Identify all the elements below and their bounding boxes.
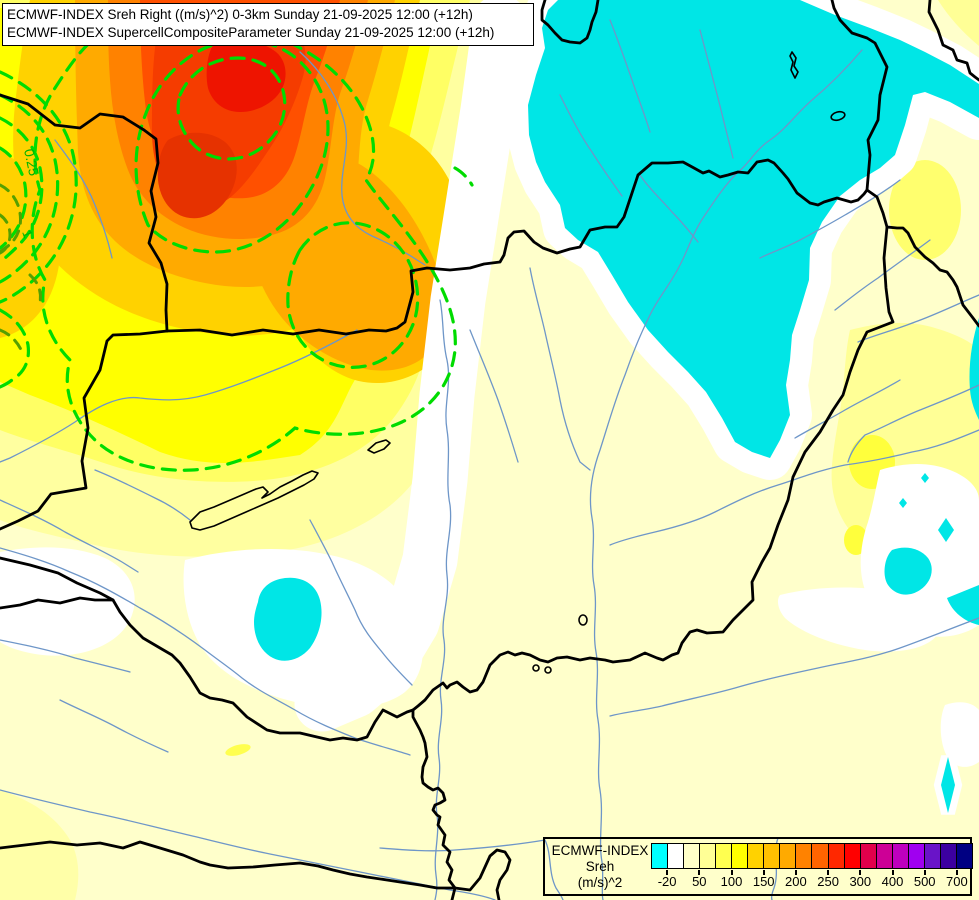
contour-label-025: 0.25 (21, 147, 42, 177)
colorbar-cell (715, 843, 733, 869)
border-austria-hungary (0, 329, 169, 531)
border-slovakia-hungary (165, 158, 869, 337)
colorbar-tick (923, 870, 926, 875)
river-tisza (589, 49, 863, 900)
colorbar-cell (891, 843, 909, 869)
colorbar-cell (763, 843, 781, 869)
colorbar-labels: -20 50 100 150 200 250 300 400 500 700 (651, 870, 973, 892)
negative-sreh-region (528, 0, 979, 458)
colorbar-tick (827, 870, 830, 875)
colorbar-cell (747, 843, 765, 869)
legend-units-label: (m/s)^2 (577, 875, 623, 890)
colorbar-cell (699, 843, 717, 869)
colorbar-cell (827, 843, 845, 869)
border-danube-south (411, 708, 457, 900)
colorbar-cell (779, 843, 797, 869)
colorbar-tick (859, 870, 862, 875)
colorbar-tick (698, 870, 701, 875)
legend-variable-label: Sreh (585, 859, 615, 874)
border-sw-secondary (0, 596, 115, 610)
contour-label-1: 1 (19, 228, 36, 240)
colorbar-tick-label: -20 (657, 874, 677, 889)
colorbar-tick-label: 150 (752, 874, 775, 889)
colorbar-tick (794, 870, 797, 875)
colorbar-cell (795, 843, 813, 869)
colorbar-cells (651, 843, 973, 869)
lake-velence (367, 439, 391, 454)
colorbar-cell (731, 843, 749, 869)
colorbar-tick (891, 870, 894, 875)
border-drava (0, 556, 415, 742)
colorbar-tick (730, 870, 733, 875)
colorbar-tick-label: 700 (946, 874, 968, 889)
lake-layer (189, 51, 846, 674)
colorbar-tick (666, 870, 669, 875)
border-nw (0, 93, 169, 333)
river-danube-upper (299, 51, 426, 266)
legend-box: ECMWF-INDEX Sreh (m/s)^2 -20 50 100 150 200 2… (543, 837, 973, 896)
colorbar-cell (651, 843, 669, 869)
river-layer (0, 19, 979, 900)
border-top-squiggle (540, 0, 600, 45)
border-hungary-romania (411, 225, 895, 712)
colorbar-cell (683, 843, 701, 869)
colorbar-cell (955, 843, 973, 869)
colorbar-tick-label: 500 (913, 874, 936, 889)
colorbar-cell (907, 843, 925, 869)
colorbar-tick-label: 50 (692, 874, 707, 889)
colorbar-cell (843, 843, 861, 869)
colorbar-cell (939, 843, 957, 869)
colorbar-tick (955, 870, 958, 875)
colorbar-cell (811, 843, 829, 869)
colorbar-tick (762, 870, 765, 875)
colorbar-tick-label: 300 (849, 874, 872, 889)
colorbar-cell (875, 843, 893, 869)
legend-text: ECMWF-INDEX Sreh (m/s)^2 (551, 843, 649, 891)
colorbar-cell (667, 843, 685, 869)
colorbar-cell (859, 843, 877, 869)
border-ne-north (830, 0, 889, 192)
river-danube (434, 299, 452, 900)
legend-source-label: ECMWF-INDEX (551, 843, 649, 858)
colorbar-tick-label: 250 (817, 874, 839, 889)
border-south-wavy (0, 840, 512, 900)
border-ne-corner (927, 0, 979, 82)
colorbar-cell (923, 843, 941, 869)
colorbar-tick-label: 200 (785, 874, 807, 889)
title-line-scp: ECMWF-INDEX SupercellCompositeParameter … (7, 25, 495, 40)
colorbar-tick-label: 400 (881, 874, 904, 889)
lake-balaton (189, 470, 319, 531)
colorbar-tick-label: 100 (720, 874, 743, 889)
border-ukraine-romania (865, 188, 979, 328)
title-line-sreh: ECMWF-INDEX Sreh Right ((m/s)^2) 0-3km S… (7, 7, 473, 22)
scp-contour-secondary-layer (0, 183, 42, 354)
title-box: ECMWF-INDEX Sreh Right ((m/s)^2) 0-3km S… (2, 3, 534, 46)
